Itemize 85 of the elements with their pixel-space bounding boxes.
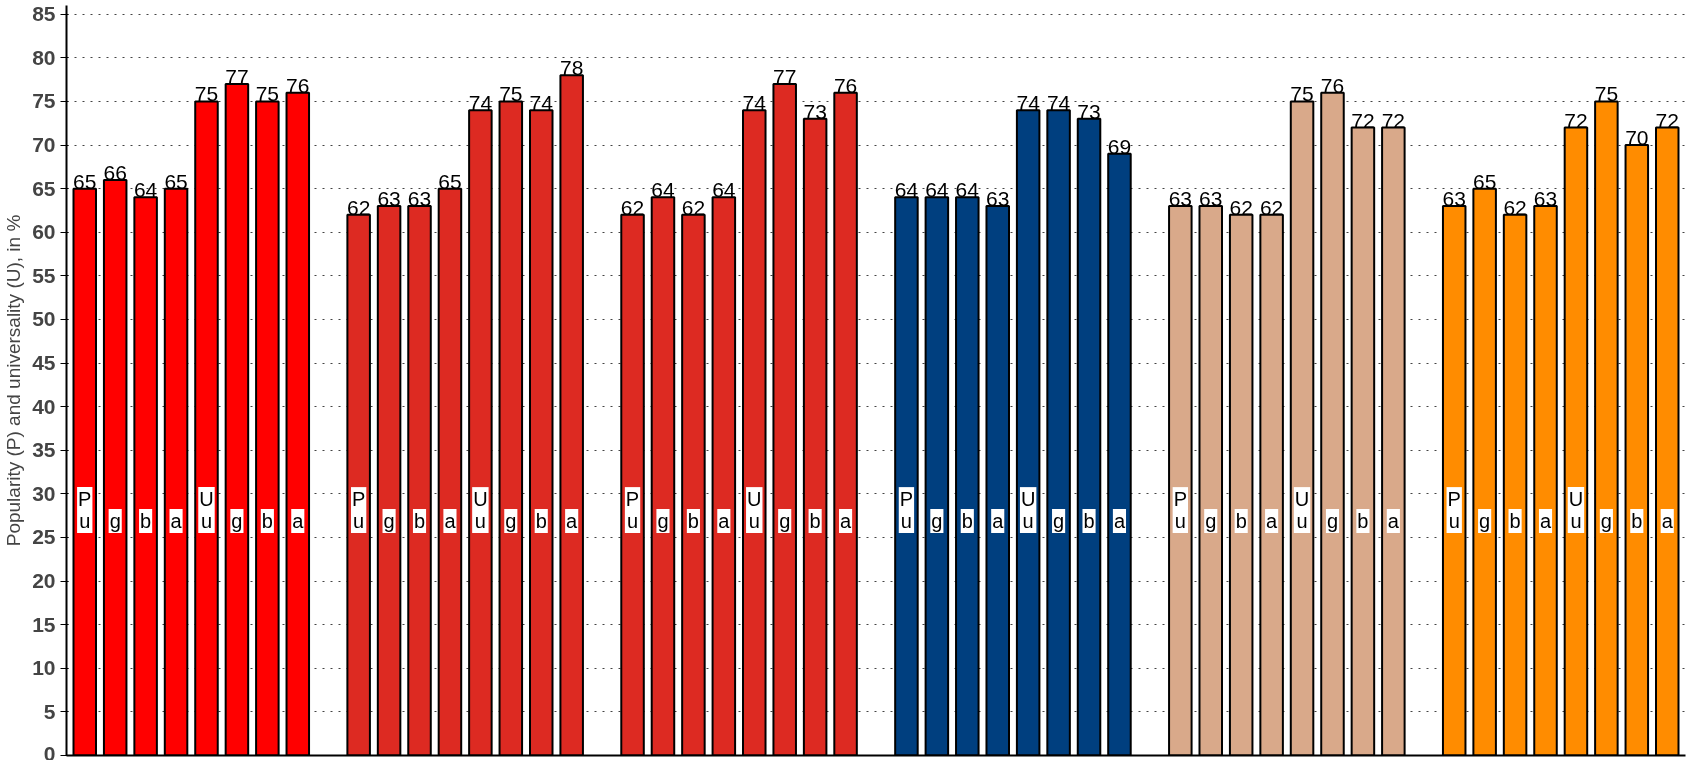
- x-tick-label: g: [383, 510, 395, 533]
- y-tick-label: 50: [32, 307, 56, 331]
- data-label: 64: [925, 178, 949, 202]
- x-tick-label: g: [1600, 510, 1612, 533]
- x-tick-label: U u: [1568, 488, 1584, 533]
- x-tick-label: b: [413, 510, 426, 533]
- x-tick-label: a: [992, 510, 1005, 533]
- x-tick-label: U u: [1294, 488, 1310, 533]
- x-tick-label: g: [1479, 510, 1491, 533]
- x-tick-label: g: [779, 510, 791, 533]
- y-tick-label: 45: [32, 351, 56, 375]
- data-label: 74: [742, 91, 767, 115]
- x-tick-label: b: [1235, 510, 1247, 533]
- data-label: 64: [712, 178, 736, 202]
- x-tick-label: b: [140, 510, 152, 533]
- x-tick-label: g: [931, 510, 943, 533]
- y-tick-label: 70: [32, 133, 56, 157]
- x-tick-label: g: [109, 510, 121, 533]
- x-tick-label: a: [292, 510, 305, 533]
- y-tick-label: 85: [32, 2, 56, 26]
- x-tick-label: b: [535, 510, 547, 533]
- data-label: 64: [133, 178, 158, 202]
- x-tick-label: a: [1661, 510, 1674, 533]
- data-label: 77: [773, 64, 797, 88]
- data-label: 74: [468, 91, 493, 115]
- y-tick-label: 60: [32, 220, 56, 244]
- x-tick-label: b: [809, 510, 821, 533]
- x-tick-label: b: [261, 510, 273, 533]
- y-tick-label: 15: [32, 612, 56, 636]
- x-tick-label: a: [170, 510, 183, 533]
- x-tick-label: b: [1509, 510, 1521, 533]
- data-label: 75: [1594, 82, 1619, 106]
- y-tick-label: 40: [32, 394, 56, 418]
- x-tick-label: b: [1083, 510, 1095, 533]
- x-tick-label: a: [444, 510, 457, 533]
- y-tick-label: 80: [32, 45, 56, 69]
- y-tick-label: 30: [32, 481, 56, 505]
- x-tick-label: P u: [625, 488, 640, 533]
- data-label: 75: [194, 82, 219, 106]
- y-tick-label: 5: [43, 699, 56, 723]
- x-tick-label: U u: [199, 488, 214, 533]
- x-tick-label: g: [1205, 510, 1217, 533]
- y-tick-label: 20: [32, 569, 56, 593]
- x-tick-label: a: [1113, 510, 1126, 533]
- x-tick-label: P u: [351, 488, 366, 533]
- y-tick-label: 10: [32, 656, 56, 680]
- x-tick-label: g: [657, 510, 669, 533]
- y-tick-label: 25: [32, 525, 56, 549]
- x-tick-label: a: [840, 510, 853, 533]
- x-tick-label: b: [1631, 510, 1643, 533]
- x-tick-label: b: [687, 510, 699, 533]
- x-tick-label: a: [1387, 510, 1400, 533]
- x-tick-label: g: [1326, 510, 1339, 533]
- data-label: 75: [499, 82, 523, 106]
- data-label: 78: [560, 56, 584, 80]
- x-tick-label: P u: [78, 488, 92, 533]
- x-tick-label: a: [566, 510, 579, 533]
- data-label: 74: [529, 91, 554, 115]
- x-tick-label: g: [505, 510, 517, 533]
- x-tick-label: a: [718, 510, 731, 533]
- data-label: 75: [1290, 82, 1314, 106]
- y-tick-label: 65: [32, 176, 56, 200]
- x-tick-label: b: [961, 510, 973, 533]
- y-axis-title: Popularity (P) and universality (U), in %: [3, 214, 25, 547]
- data-label: 64: [894, 178, 919, 202]
- x-tick-label: b: [1357, 510, 1369, 533]
- data-label: 64: [955, 178, 980, 202]
- y-tick-label: 35: [32, 438, 56, 462]
- x-tick-label: a: [1266, 510, 1279, 533]
- x-tick-label: g: [1053, 510, 1065, 533]
- y-tick-label: 0: [43, 741, 56, 765]
- data-label: 75: [255, 82, 280, 106]
- data-label: 74: [1016, 91, 1041, 115]
- x-tick-label: U u: [473, 488, 488, 533]
- y-tick-label: 75: [32, 89, 56, 113]
- y-tick-label: 55: [32, 263, 56, 287]
- x-tick-label: g: [231, 510, 243, 533]
- data-label: 74: [1046, 91, 1071, 115]
- x-tick-label: P u: [1447, 488, 1461, 533]
- x-tick-label: P u: [1173, 488, 1187, 533]
- data-label: 64: [651, 178, 675, 202]
- x-tick-label: U u: [747, 488, 762, 533]
- x-tick-label: P u: [899, 488, 914, 533]
- x-tick-label: U u: [1020, 488, 1036, 533]
- x-tick-label: a: [1539, 510, 1552, 533]
